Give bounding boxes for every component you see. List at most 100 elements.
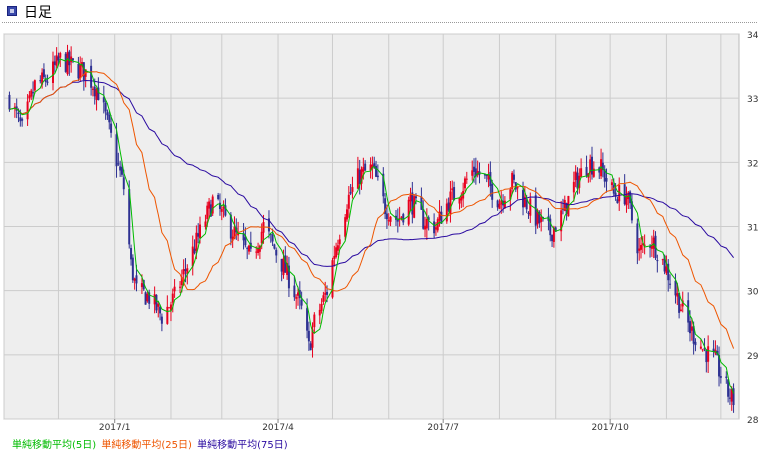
candle-up: [610, 182, 613, 186]
candle-down: [565, 203, 568, 214]
candle-down: [44, 78, 47, 82]
candle-up: [580, 168, 583, 177]
candle-down: [542, 216, 544, 218]
candle-down: [678, 293, 681, 313]
candle-down: [616, 199, 619, 204]
candle-up: [387, 220, 390, 222]
candle-down: [630, 201, 633, 221]
candle-down: [549, 218, 552, 236]
candle-down: [193, 248, 196, 254]
candle-up: [79, 64, 82, 79]
candle-down: [309, 343, 312, 351]
candle-down: [614, 192, 617, 197]
candle-down: [120, 167, 123, 175]
candle-down: [148, 292, 151, 304]
candle-up: [335, 247, 338, 258]
candle-up: [346, 209, 348, 220]
candle-up: [231, 236, 234, 241]
candle-up: [338, 239, 341, 245]
candle-down: [267, 218, 270, 232]
candle-down: [104, 103, 107, 112]
candle-down: [102, 97, 105, 103]
candle-up: [195, 232, 198, 251]
y-tick-label: 28: [747, 416, 759, 426]
candle-down: [108, 114, 111, 123]
candle-up: [434, 227, 437, 230]
candle-down: [623, 184, 626, 205]
candle-down: [218, 202, 221, 209]
candle-down: [534, 195, 537, 226]
candle-up: [171, 293, 174, 303]
candle-down: [246, 247, 249, 249]
candle-up: [324, 292, 327, 295]
candle-up: [260, 231, 263, 244]
candle-down: [603, 169, 606, 182]
candle-down: [53, 61, 56, 65]
candle-down: [142, 280, 145, 290]
candle-down: [489, 171, 492, 187]
candle-up: [191, 246, 194, 267]
candle-up: [371, 164, 374, 168]
candle-up: [362, 167, 365, 172]
candlestick-chart: 28 29 30 31 32 33 34 2017/1 2017/4 2017/7 2017/10: [3, 31, 759, 430]
x-tick-label: 2017/10: [591, 423, 629, 430]
candle-up: [255, 251, 258, 253]
grid-lines: [3, 33, 739, 420]
candle-down: [90, 65, 93, 88]
candle-down: [122, 177, 125, 190]
y-tick-label: 29: [747, 352, 759, 362]
candle-up: [438, 211, 441, 221]
candle-down: [242, 233, 245, 241]
candle-down: [8, 94, 11, 110]
candle-up: [331, 260, 334, 298]
candle-down: [19, 117, 22, 122]
candle-up: [33, 80, 36, 91]
candle-up: [318, 309, 321, 316]
candle-down: [184, 269, 187, 271]
candle-up: [157, 303, 160, 307]
candle-down: [358, 169, 361, 185]
candle-down: [538, 211, 541, 224]
ma25-line: [9, 71, 735, 349]
candle-up: [661, 259, 664, 261]
candle-up: [30, 90, 33, 97]
candle-up: [690, 326, 693, 331]
candle-up: [220, 208, 223, 212]
candle-down: [491, 184, 494, 200]
candle-up: [451, 188, 454, 191]
candle-up: [248, 245, 250, 252]
candle-down: [427, 217, 430, 221]
candle-up: [413, 196, 416, 218]
candle-down: [663, 255, 666, 272]
candle-up: [589, 159, 592, 173]
candle-up: [347, 194, 350, 209]
candle-down: [422, 208, 425, 229]
candle-up: [204, 221, 207, 227]
candle-down: [144, 292, 147, 305]
candle-up: [643, 244, 646, 246]
candle-up: [257, 248, 260, 253]
candle-down: [224, 205, 227, 216]
candle-down: [275, 249, 278, 256]
candle-down: [373, 163, 376, 167]
candle-up: [574, 171, 577, 181]
x-tick-label: 2017/4: [262, 423, 294, 430]
ma75-line: [9, 79, 734, 267]
candle-up: [389, 216, 392, 222]
legend-ma5: 単純移動平均(5日): [12, 440, 97, 451]
y-tick-label: 34: [747, 31, 759, 41]
candle-down: [159, 306, 162, 314]
candle-down: [155, 294, 158, 311]
candle-down: [551, 234, 554, 242]
candle-up: [498, 203, 501, 209]
candle-up: [641, 243, 644, 245]
y-tick-label: 32: [747, 159, 758, 169]
candle-down: [269, 233, 272, 235]
candle-down: [42, 69, 45, 78]
candle-up: [511, 172, 514, 189]
candle-up: [523, 196, 526, 207]
candle-up: [133, 278, 136, 281]
candle-down: [402, 214, 405, 223]
candle-down: [512, 174, 515, 180]
candle-up: [41, 72, 44, 85]
